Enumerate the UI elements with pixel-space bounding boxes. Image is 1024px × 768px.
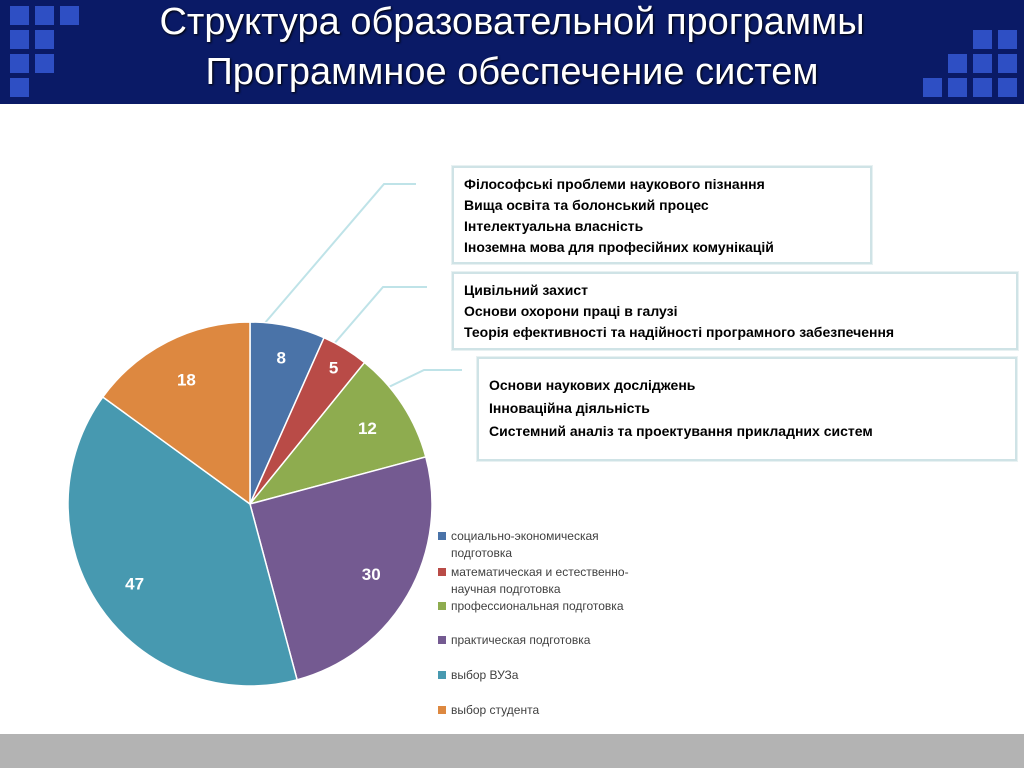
legend-swatch [438, 636, 446, 644]
legend-label: математическая и естественно-научная под… [451, 565, 629, 596]
callout-item: Системний аналіз та проектування приклад… [489, 423, 873, 439]
footer-bar [0, 734, 1024, 768]
header-decor-square [60, 6, 79, 25]
legend-label: профессиональная подготовка [451, 599, 624, 613]
legend-swatch [438, 706, 446, 714]
callout-item: Іноземна мова для професійних комунікаці… [464, 239, 774, 255]
callout-item: Основи наукових досліджень [489, 377, 696, 393]
pie-data-label: 5 [329, 359, 338, 378]
pie-slice [101, 321, 251, 506]
pie-data-label: 18 [177, 370, 196, 389]
header-decor-square [35, 30, 54, 49]
pie-data-label: 47 [125, 574, 144, 593]
header-decor-square [973, 54, 992, 73]
header-decor-square [998, 54, 1017, 73]
header-decor-square [998, 30, 1017, 49]
header-decor-square [35, 6, 54, 25]
header-decor-square [10, 30, 29, 49]
callout-item: Цивільний захист [464, 282, 588, 298]
header-decor-square [973, 78, 992, 97]
callout-box: Філософські проблеми наукового пізнання В… [452, 166, 872, 264]
title-line: Структура образовательной программы [159, 1, 865, 43]
pie-data-label: 8 [276, 348, 285, 367]
header-decor-square [998, 78, 1017, 97]
header-decor-square [10, 78, 29, 97]
pie-data-labels: 8 5 12 30 47 18 [125, 348, 381, 593]
header-decor-square [10, 54, 29, 73]
callout-connector-line [332, 286, 427, 346]
pie-slice [249, 455, 433, 681]
title-line: Программное обеспечение систем [205, 51, 819, 93]
legend-swatch [438, 602, 446, 610]
header-decor-square [948, 78, 967, 97]
legend-swatch [438, 532, 446, 540]
callout-box: Основи наукових досліджень Інноваційна ді… [477, 357, 1017, 461]
legend-label: выбор ВУЗа [451, 668, 519, 682]
callout-item: Інноваційна діяльність [489, 400, 650, 416]
header-decor-square [923, 78, 942, 97]
callout-item: Основи охорони праці в галузі [464, 303, 678, 319]
callout-box: Цивільний захист Основи охорони праці в г… [452, 272, 1018, 350]
legend-swatch [438, 671, 446, 679]
pie-slices [67, 321, 433, 687]
header-decor-square [35, 54, 54, 73]
callout-item: Філософські проблеми наукового пізнання [464, 176, 765, 192]
header-decor-square [948, 54, 967, 73]
slide-header [0, 0, 1024, 104]
callout-item: Вища освіта та болонський процес [464, 197, 709, 213]
pie-data-label: 12 [358, 419, 377, 438]
callout-item: Теорія ефективності та надійності програ… [464, 324, 895, 340]
callout-item: Інтелектуальна власність [464, 218, 644, 234]
callout-connector-line [257, 183, 416, 332]
pie-data-label: 30 [362, 565, 381, 584]
header-decor-square [973, 30, 992, 49]
pie-slice [67, 395, 299, 687]
legend-label: социально-экономическая подготовка [451, 529, 599, 560]
legend-label: практическая подготовка [451, 633, 591, 647]
legend-label: выбор студента [451, 703, 540, 717]
legend-swatch [438, 568, 446, 576]
header-decor-square [10, 6, 29, 25]
